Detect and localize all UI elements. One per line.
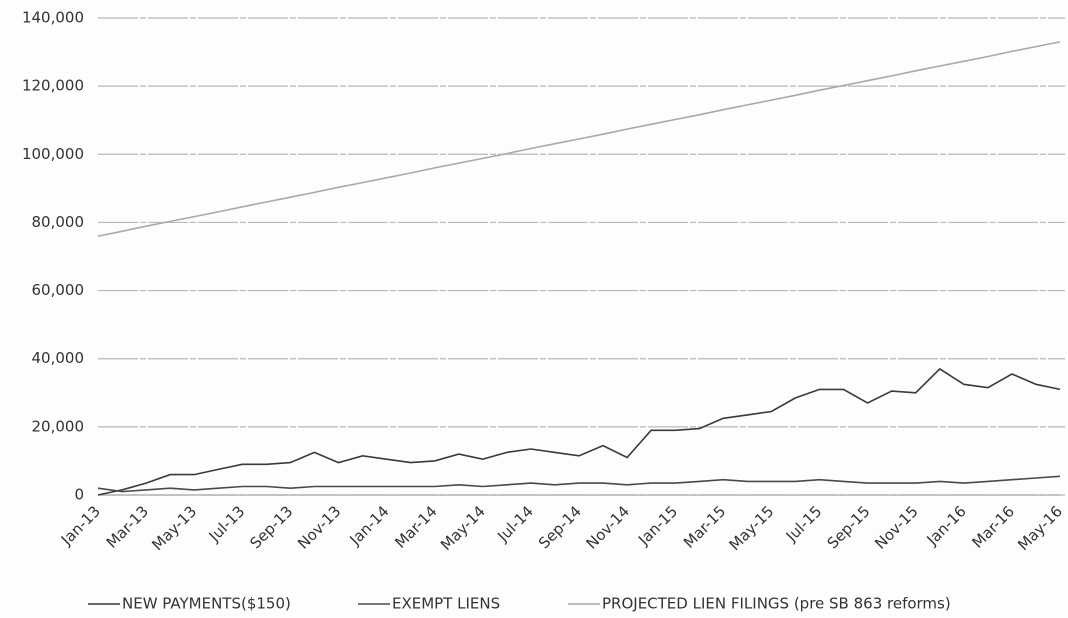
x-tick-label: Sep-13 xyxy=(246,502,296,552)
x-tick-label: Nov-13 xyxy=(294,502,344,552)
x-tick-label: May-14 xyxy=(437,502,489,554)
x-tick-label: Nov-15 xyxy=(871,502,921,552)
series-line xyxy=(97,475,1061,493)
y-tick-label: 100,000 xyxy=(22,145,84,163)
x-tick-label: Mar-15 xyxy=(680,502,729,551)
x-tick-label: Jan-15 xyxy=(634,502,681,549)
x-tick-label: Sep-14 xyxy=(535,502,585,552)
y-tick-label: 20,000 xyxy=(32,417,85,435)
x-tick-label: Mar-14 xyxy=(391,502,440,551)
x-tick-label: Jan-16 xyxy=(923,502,970,549)
legend-label: PROJECTED LIEN FILINGS (pre SB 863 refor… xyxy=(602,595,951,613)
x-tick-label: Jan-14 xyxy=(345,502,392,549)
x-tick-label: May-15 xyxy=(726,502,778,554)
x-tick-label: Jul-13 xyxy=(205,502,249,546)
y-tick-label: 120,000 xyxy=(22,77,84,95)
legend-label: EXEMPT LIENS xyxy=(392,595,500,613)
y-tick-label: 60,000 xyxy=(32,281,85,299)
x-tick-label: May-13 xyxy=(148,502,200,554)
y-tick-label: 0 xyxy=(74,486,84,504)
series-line xyxy=(97,41,1061,237)
x-tick-label: Jul-15 xyxy=(782,502,826,546)
x-tick-label: Jan-13 xyxy=(57,502,104,549)
y-tick-label: 140,000 xyxy=(22,9,84,27)
x-tick-label: Mar-16 xyxy=(969,502,1018,551)
x-tick-label: May-16 xyxy=(1014,502,1066,554)
series-line xyxy=(97,367,1061,496)
y-tick-label: 40,000 xyxy=(32,349,85,367)
legend-label: NEW PAYMENTS($150) xyxy=(122,595,291,613)
x-tick-label: Jul-14 xyxy=(493,502,537,546)
x-tick-label: Mar-13 xyxy=(103,502,152,551)
x-tick-label: Nov-14 xyxy=(583,502,633,552)
y-tick-label: 80,000 xyxy=(32,213,85,231)
x-tick-label: Sep-15 xyxy=(824,502,874,552)
